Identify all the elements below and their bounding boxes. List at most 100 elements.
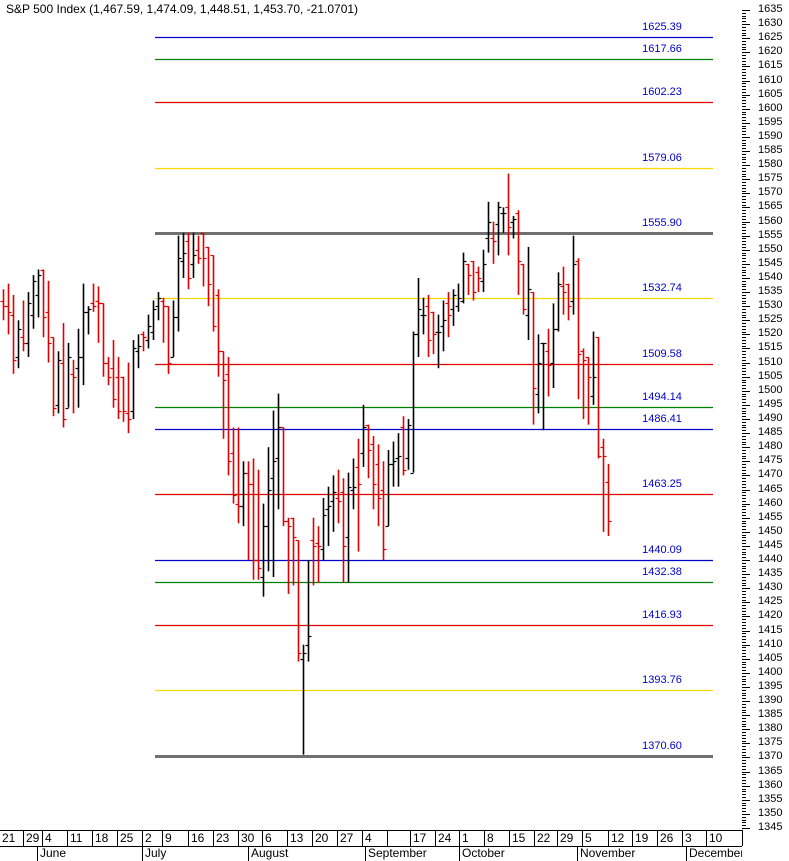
ohlc-bar [180,232,187,278]
ohlc-bar [120,376,127,422]
fib-level-label: 1393.76 [642,673,682,686]
y-tick-label: 1540 [758,270,783,283]
y-tick-label: 1375 [758,736,783,749]
fib-level-label: 1555.90 [642,216,682,229]
ohlc-bar [240,461,247,527]
ohlc-bar [5,283,12,335]
ohlc-bar [465,263,472,295]
ohlc-bar [350,458,357,510]
x-day-tick: 6 [262,830,287,846]
ohlc-bar [450,289,457,326]
ohlc-bar [405,419,412,470]
fib-level-label: 1494.14 [642,390,682,403]
x-axis-top-border [0,830,742,831]
ohlc-bar [75,328,82,408]
ohlc-bar [70,359,77,414]
y-tick-label: 1430 [758,581,783,594]
x-axis-end [742,830,745,846]
x-month-label: August [248,846,365,861]
ohlc-bar [515,210,522,295]
y-tick-label: 1465 [758,482,783,495]
y-tick-label: 1355 [758,792,783,805]
ohlc-bar [435,314,442,369]
y-tick-label: 1530 [758,299,783,312]
fib-level-label: 1432.38 [642,565,682,578]
x-month-label: October [459,846,577,861]
ohlc-bar [140,331,147,352]
ohlc-bar [340,478,347,583]
y-tick-label: 1470 [758,468,783,481]
y-tick-label: 1485 [758,426,783,439]
fib-level-label: 1463.25 [642,477,682,490]
ohlc-bar [590,331,597,405]
y-tick-label: 1595 [758,115,783,128]
y-tick-label: 1635 [758,3,783,15]
ohlc-bar [215,289,222,377]
chart-title: S&P 500 Index (1,467.59, 1,474.09, 1,448… [6,2,359,16]
ohlc-bar [30,275,37,329]
x-month-label: December [686,846,742,861]
ohlc-bar [415,277,422,357]
ohlc-bar [460,252,467,304]
x-day-tick: 21 [2,831,16,845]
ohlc-bar [485,201,492,253]
y-tick-label: 1350 [758,806,783,819]
x-day-tick: 23 [213,830,238,846]
ohlc-bar [160,297,167,343]
ohlc-bar [135,334,142,369]
x-day-tick: 20 [312,830,337,846]
ohlc-bar [370,435,377,510]
y-tick-label: 1360 [758,778,783,791]
ohlc-bar [410,331,417,475]
ohlc-bar [185,232,192,290]
ohlc-bar [380,461,387,561]
ohlc-bar [605,463,612,537]
ohlc-bar [60,323,67,428]
y-tick-label: 1420 [758,609,783,622]
y-tick-label: 1390 [758,694,783,707]
y-tick-label: 1480 [758,440,783,453]
y-tick-label: 1575 [758,172,783,185]
y-tick-label: 1615 [758,59,783,72]
ohlc-bar [80,283,87,386]
fib-level-label: 1625.39 [642,20,682,33]
y-tick-label: 1625 [758,31,783,44]
ohlc-bar [440,300,447,352]
ohlc-bar [275,393,282,510]
ohlc-bar [130,340,137,419]
y-tick-label: 1400 [758,665,783,678]
ohlc-bar [330,475,337,532]
x-day-tick: 18 [92,830,117,846]
y-tick-label: 1365 [758,764,783,777]
ohlc-bar [345,472,352,583]
ohlc-bar [285,517,292,594]
y-tick-label: 1590 [758,129,783,142]
ohlc-bar [425,294,432,357]
ohlc-bar [540,342,547,431]
y-tick-label: 1550 [758,242,783,255]
ohlc-bar [245,461,252,561]
y-axis [742,10,750,829]
ohlc-bar [390,441,397,487]
ohlc-bar [280,426,287,527]
y-tick-label: 1490 [758,412,783,424]
ohlc-bar [265,447,272,572]
x-day-tick: 5 [582,830,608,846]
x-axis: 21 29 4 11 18 25 2 9 16 23 30 6 13 20 27 4 17 24 1 8 15 22 29 5… [0,830,745,861]
y-tick-label: 1515 [758,341,783,354]
ohlc-bar [560,266,567,315]
x-day-tick: 27 [337,830,362,846]
y-tick-label: 1460 [758,496,783,509]
ohlc-bar [510,215,517,239]
y-tick-label: 1580 [758,158,783,171]
ohlc-bar [555,272,562,332]
ohlc-bar [520,263,527,315]
ohlc-bar [480,249,487,293]
fib-level-label: 1416.93 [642,608,682,621]
x-day-tick: 3 [682,830,706,846]
x-day-tick: 25 [117,830,142,846]
fib-level-label: 1602.23 [642,85,682,98]
y-tick-label: 1560 [758,214,783,227]
ohlc-bar [35,269,42,318]
ohlc-bar [110,340,117,408]
